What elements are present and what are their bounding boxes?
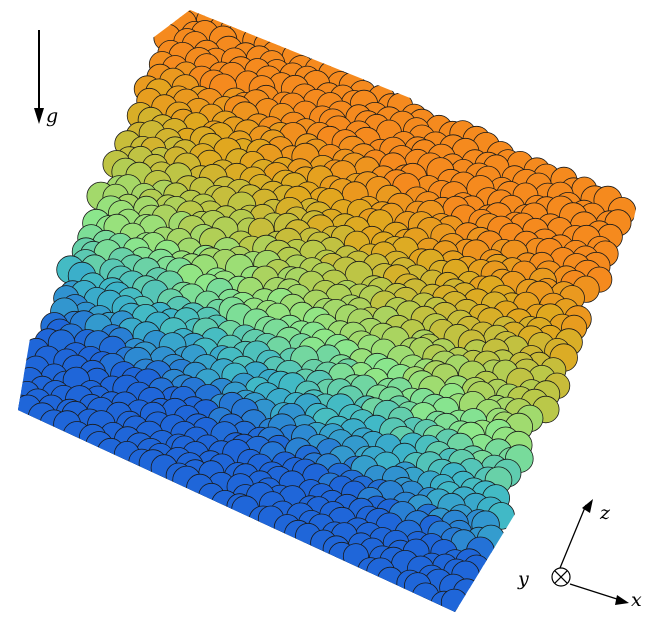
gravity-arrowhead-icon	[34, 108, 44, 124]
y-axis-label: y	[517, 568, 529, 590]
z-arrowhead-icon	[582, 499, 593, 513]
z-axis-label: z	[599, 502, 611, 524]
particle	[440, 588, 468, 612]
y-axis-cross-b	[554, 570, 568, 584]
y-axis-into-page-icon	[551, 567, 571, 587]
z-axis-arrow	[559, 504, 587, 569]
axes-indicator: z x y	[517, 499, 642, 611]
granular-particle-bed	[18, 10, 637, 612]
x-arrowhead-icon	[615, 595, 629, 605]
x-axis-arrow	[569, 583, 621, 601]
gravity-indicator: g	[34, 30, 58, 127]
gravity-label: g	[46, 105, 58, 127]
x-axis-label: x	[631, 589, 642, 611]
